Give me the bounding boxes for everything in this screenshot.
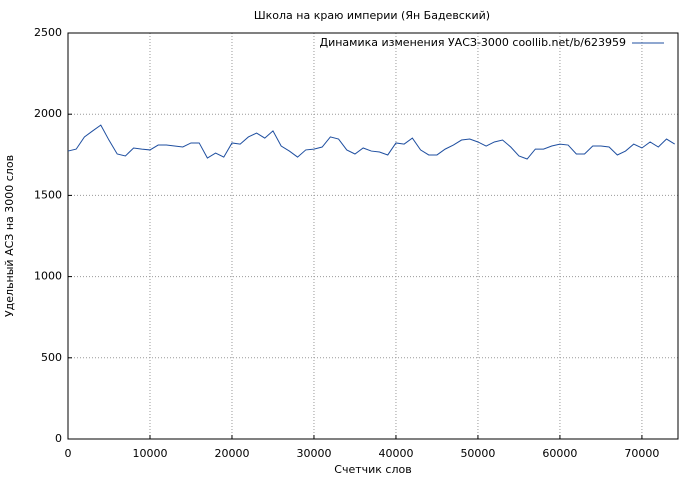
y-tick-label: 1500 bbox=[34, 188, 62, 201]
x-tick-label: 20000 bbox=[214, 447, 249, 460]
y-tick-label: 0 bbox=[55, 432, 62, 445]
x-tick-label: 60000 bbox=[542, 447, 577, 460]
data-line bbox=[67, 124, 675, 160]
chart-title: Школа на краю империи (Ян Бадевский) bbox=[254, 9, 490, 22]
y-tick-label: 500 bbox=[41, 351, 62, 364]
x-tick-label: 10000 bbox=[132, 447, 167, 460]
y-axis-label: Удельный АСЗ на 3000 слов bbox=[3, 155, 16, 317]
y-tick-label: 2000 bbox=[34, 107, 62, 120]
x-tick-label: 70000 bbox=[624, 447, 659, 460]
x-tick-label: 30000 bbox=[296, 447, 331, 460]
legend-label: Динамика изменения УАСЗ-3000 coollib.net… bbox=[320, 36, 627, 49]
x-tick-label: 0 bbox=[65, 447, 72, 460]
x-tick-label: 40000 bbox=[378, 447, 413, 460]
plot-frame bbox=[67, 32, 679, 440]
y-tick-label: 2500 bbox=[34, 26, 62, 39]
x-axis-label: Счетчик слов bbox=[334, 463, 411, 476]
y-tick-label: 1000 bbox=[34, 270, 62, 283]
x-tick-label: 50000 bbox=[460, 447, 495, 460]
